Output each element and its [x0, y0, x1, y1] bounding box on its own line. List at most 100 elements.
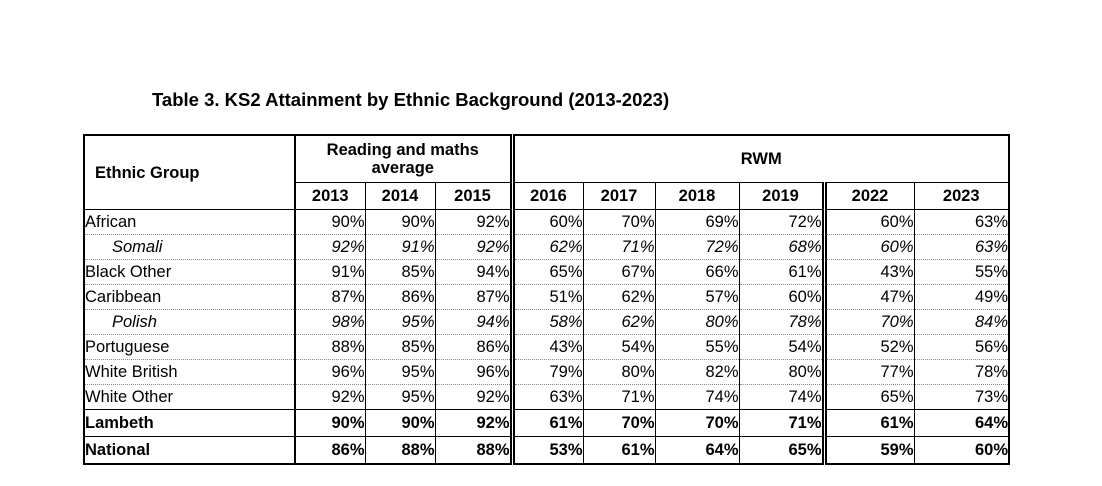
value-cell: 95%: [364, 309, 435, 335]
value-cell: 92%: [434, 209, 513, 235]
year-header: 2016: [509, 182, 584, 210]
value-cell: 78%: [738, 309, 825, 335]
value-cell: 92%: [294, 234, 365, 260]
value-cell: 91%: [294, 259, 365, 285]
value-cell: 63%: [509, 384, 584, 410]
value-cell: 63%: [913, 234, 1010, 260]
value-cell: 60%: [913, 436, 1010, 464]
value-cell: 69%: [654, 209, 740, 235]
value-cell: 60%: [821, 209, 915, 235]
year-header: 2014: [364, 182, 435, 210]
value-cell: 91%: [364, 234, 435, 260]
value-cell: 84%: [913, 309, 1010, 335]
value-cell: 96%: [434, 359, 513, 385]
table-row: Somali 92% 91% 92% 62% 71% 72% 68% 60% 6…: [84, 234, 1010, 260]
ethnic-group-cell: Portuguese: [84, 334, 295, 360]
value-cell: 90%: [294, 209, 365, 235]
year-header: 2013: [294, 182, 365, 210]
ethnic-group-header: Ethnic Group: [84, 135, 295, 210]
table-row: Portuguese 88% 85% 86% 43% 54% 55% 54% 5…: [84, 334, 1010, 360]
table-row: White Other 92% 95% 92% 63% 71% 74% 74% …: [84, 384, 1010, 410]
value-cell: 54%: [582, 334, 656, 360]
table-row: African 90% 90% 92% 60% 70% 69% 72% 60% …: [84, 209, 1010, 235]
table-row: Polish 98% 95% 94% 58% 62% 80% 78% 70% 8…: [84, 309, 1010, 335]
value-cell: 70%: [821, 309, 915, 335]
value-cell: 82%: [654, 359, 740, 385]
value-cell: 90%: [294, 409, 365, 437]
attainment-table: Ethnic Group Reading and maths average R…: [83, 134, 1011, 465]
value-cell: 62%: [582, 309, 656, 335]
value-cell: 90%: [364, 209, 435, 235]
value-cell: 61%: [738, 259, 825, 285]
value-cell: 47%: [821, 284, 915, 310]
ethnic-group-cell: Black Other: [84, 259, 295, 285]
value-cell: 54%: [738, 334, 825, 360]
value-cell: 51%: [509, 284, 584, 310]
value-cell: 74%: [654, 384, 740, 410]
value-cell: 95%: [364, 384, 435, 410]
table-row: Black Other 91% 85% 94% 65% 67% 66% 61% …: [84, 259, 1010, 285]
value-cell: 61%: [821, 409, 915, 437]
value-cell: 67%: [582, 259, 656, 285]
ethnic-group-cell: Lambeth: [84, 409, 295, 437]
value-cell: 92%: [434, 409, 513, 437]
value-cell: 68%: [738, 234, 825, 260]
ethnic-group-cell: National: [85, 441, 151, 459]
value-cell: 62%: [582, 284, 656, 310]
reading-maths-header: Reading and maths average: [293, 135, 513, 183]
value-cell: 70%: [582, 209, 656, 235]
value-cell: 64%: [654, 436, 740, 464]
value-cell: 58%: [509, 309, 584, 335]
year-header: 2023: [913, 182, 1010, 210]
value-cell: 77%: [821, 359, 915, 385]
value-cell: 61%: [582, 436, 656, 464]
value-cell: 71%: [582, 384, 656, 410]
value-cell: 60%: [821, 234, 915, 260]
value-cell: 70%: [582, 409, 656, 437]
value-cell: 59%: [821, 436, 915, 464]
ethnic-group-cell: Polish: [84, 309, 295, 335]
value-cell: 61%: [509, 409, 584, 437]
value-cell: 52%: [821, 334, 915, 360]
value-cell: 95%: [364, 359, 435, 385]
year-header: 2017: [582, 182, 656, 210]
value-cell: 71%: [582, 234, 656, 260]
value-cell: 55%: [654, 334, 740, 360]
value-cell: 60%: [509, 209, 584, 235]
table-title: Table 3. KS2 Attainment by Ethnic Backgr…: [152, 89, 670, 110]
value-cell: 56%: [913, 334, 1010, 360]
value-cell: 79%: [509, 359, 584, 385]
year-header: 2022: [821, 182, 915, 210]
value-cell: 53%: [509, 436, 584, 464]
value-cell: 43%: [509, 334, 584, 360]
value-cell: 92%: [434, 384, 513, 410]
ethnic-group-cell: Caribbean: [84, 284, 295, 310]
value-cell: 70%: [654, 409, 740, 437]
value-cell: 65%: [821, 384, 915, 410]
value-cell: 72%: [738, 209, 825, 235]
table-row: Lambeth 90% 90% 92% 61% 70% 70% 71% 61% …: [84, 409, 1010, 437]
value-cell: 92%: [294, 384, 365, 410]
value-cell: 78%: [913, 359, 1010, 385]
value-cell: 96%: [294, 359, 365, 385]
value-cell: 98%: [294, 309, 365, 335]
value-cell: 57%: [654, 284, 740, 310]
value-cell: 86%: [294, 436, 365, 464]
value-cell: 85%: [364, 259, 435, 285]
value-cell: 72%: [654, 234, 740, 260]
value-cell: 80%: [654, 309, 740, 335]
value-cell: 88%: [434, 436, 513, 464]
year-header: 2018: [654, 182, 740, 210]
table-row: White British 96% 95% 96% 79% 80% 82% 80…: [84, 359, 1010, 385]
value-cell: 90%: [364, 409, 435, 437]
value-cell: 87%: [294, 284, 365, 310]
value-cell: 55%: [913, 259, 1010, 285]
value-cell: 94%: [434, 309, 513, 335]
year-header: 2015: [434, 182, 513, 210]
value-cell: 88%: [294, 334, 365, 360]
value-cell: 85%: [364, 334, 435, 360]
value-cell: 65%: [738, 436, 825, 464]
value-cell: 71%: [738, 409, 825, 437]
value-cell: 60%: [738, 284, 825, 310]
value-cell: 43%: [821, 259, 915, 285]
